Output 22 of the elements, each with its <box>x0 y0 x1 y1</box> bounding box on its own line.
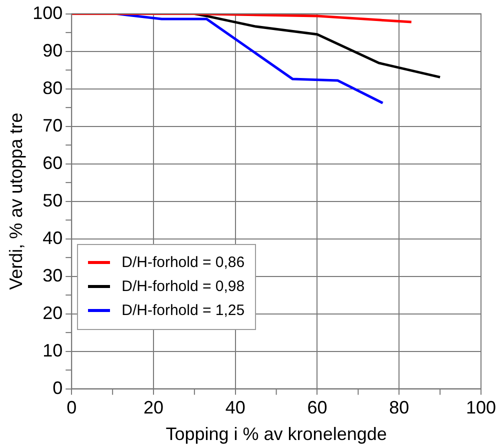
y-tick-label: 50 <box>42 190 63 210</box>
y-tick-label: 10 <box>42 340 63 360</box>
x-tick-label: 80 <box>389 398 410 418</box>
y-tick-label: 70 <box>42 115 63 136</box>
y-tick-label: 0 <box>52 378 63 398</box>
x-axis-title: Topping i % av kronelengde <box>166 424 387 444</box>
legend-label: D/H-forhold = 0,98 <box>122 278 245 296</box>
y-tick-label: 40 <box>42 228 63 248</box>
y-tick-label: 60 <box>42 152 63 173</box>
x-tick-label: 60 <box>307 398 328 418</box>
y-tick-label: 90 <box>42 40 63 60</box>
y-tick-label: 30 <box>42 265 63 286</box>
y-tick-label: 20 <box>42 302 63 323</box>
y-tick-label: 100 <box>32 2 63 23</box>
legend-label: D/H-forhold = 0,86 <box>122 254 245 272</box>
y-tick-label: 80 <box>42 78 63 98</box>
x-tick-label: 20 <box>143 398 164 418</box>
x-tick-label: 0 <box>66 398 77 418</box>
y-axis-title: Verdi, % av utoppa tre <box>6 112 26 290</box>
x-tick-label: 100 <box>466 398 496 418</box>
legend-label: D/H-forhold = 1,25 <box>122 302 245 320</box>
x-tick-label: 40 <box>225 398 246 418</box>
